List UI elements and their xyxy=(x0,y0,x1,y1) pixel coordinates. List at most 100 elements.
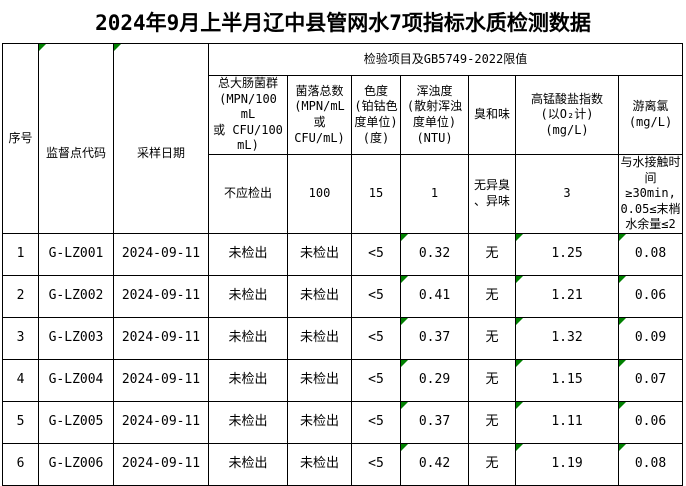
cell-odor: 无 xyxy=(468,442,516,486)
cell-sample-date: 2024-09-11 xyxy=(113,442,209,486)
cell-odor: 无 xyxy=(468,274,516,318)
cell-site-code: G-LZ004 xyxy=(38,358,114,402)
cell-free-chlorine: 0.07 xyxy=(617,358,684,402)
cell-sample-date: 2024-09-11 xyxy=(113,274,209,318)
cell-odor: 无 xyxy=(468,358,516,402)
cell-site-code: G-LZ005 xyxy=(38,400,114,444)
limit-total-coliform: 不应检出 xyxy=(208,153,288,234)
header-odor: 臭和味 xyxy=(468,75,516,155)
cell-site-code: G-LZ002 xyxy=(38,274,114,318)
flag-triangle-icon xyxy=(619,276,626,283)
table-row: 6 G-LZ006 2024-09-11 未检出 未检出 <5 0.42 无 1… xyxy=(2,442,684,486)
cell-total-coliform: 未检出 xyxy=(208,274,288,318)
cell-free-chlorine: 0.06 xyxy=(617,274,684,318)
cell-permanganate-index: 1.21 xyxy=(515,274,619,318)
cell-permanganate-value: 1.15 xyxy=(551,371,583,387)
cell-sample-date: 2024-09-11 xyxy=(113,316,209,360)
cell-chroma: <5 xyxy=(351,442,401,486)
cell-turbidity: 0.29 xyxy=(400,358,469,402)
cell-turbidity: 0.32 xyxy=(400,232,469,276)
cell-turbidity: 0.37 xyxy=(400,316,469,360)
cell-turbidity: 0.41 xyxy=(400,274,469,318)
limit-colony-count: 100 xyxy=(287,153,352,234)
cell-sample-date: 2024-09-11 xyxy=(113,358,209,402)
flag-triangle-icon xyxy=(401,234,408,241)
cell-seq: 4 xyxy=(2,358,39,402)
flag-triangle-icon xyxy=(619,402,626,409)
table-row: 4 G-LZ004 2024-09-11 未检出 未检出 <5 0.29 无 1… xyxy=(2,358,684,402)
cell-seq: 1 xyxy=(2,232,39,276)
cell-turbidity-value: 0.41 xyxy=(418,287,451,303)
cell-total-coliform: 未检出 xyxy=(208,232,288,276)
flag-triangle-icon xyxy=(39,44,46,51)
flag-triangle-icon xyxy=(516,444,523,451)
cell-colony-count: 未检出 xyxy=(287,232,352,276)
page-title: 2024年9月上半月辽中县管网水7项指标水质检测数据 xyxy=(95,10,591,35)
cell-total-coliform: 未检出 xyxy=(208,358,288,402)
cell-permanganate-index: 1.15 xyxy=(515,358,619,402)
water-quality-table: 序号 监督点代码 采样日期 检验项目及GB5749-2022限值 总大肠菌群 (… xyxy=(2,43,684,486)
cell-seq: 3 xyxy=(2,316,39,360)
cell-chlorine-value: 0.06 xyxy=(634,287,667,303)
cell-colony-count: 未检出 xyxy=(287,316,352,360)
limit-free-chlorine: 与水接触时 间≥30min, 0.05≤末梢 水余量≤2 xyxy=(617,153,684,234)
cell-turbidity: 0.37 xyxy=(400,400,469,444)
cell-sample-date: 2024-09-11 xyxy=(113,232,209,276)
header-chroma: 色度 (铂钴色 度单位) (度) xyxy=(351,75,401,155)
cell-chroma: <5 xyxy=(351,274,401,318)
header-row-group: 序号 监督点代码 采样日期 检验项目及GB5749-2022限值 xyxy=(2,43,684,234)
cell-colony-count: 未检出 xyxy=(287,358,352,402)
cell-colony-count: 未检出 xyxy=(287,442,352,486)
cell-permanganate-value: 1.11 xyxy=(551,413,583,429)
cell-turbidity-value: 0.42 xyxy=(418,455,451,471)
header-free-chlorine: 游离氯 (mg/L) xyxy=(617,75,684,155)
flag-triangle-icon xyxy=(619,444,626,451)
table-row: 2 G-LZ002 2024-09-11 未检出 未检出 <5 0.41 无 1… xyxy=(2,274,684,318)
cell-colony-count: 未检出 xyxy=(287,400,352,444)
flag-triangle-icon xyxy=(401,444,408,451)
cell-free-chlorine: 0.08 xyxy=(617,232,684,276)
flag-triangle-icon xyxy=(516,234,523,241)
flag-triangle-icon xyxy=(114,44,121,51)
header-site-code-label: 监督点代码 xyxy=(45,146,106,161)
cell-total-coliform: 未检出 xyxy=(208,316,288,360)
flag-triangle-icon xyxy=(516,318,523,325)
flag-triangle-icon xyxy=(401,318,408,325)
cell-chlorine-value: 0.08 xyxy=(634,245,667,261)
table-row: 3 G-LZ003 2024-09-11 未检出 未检出 <5 0.37 无 1… xyxy=(2,316,684,360)
cell-odor: 无 xyxy=(468,400,516,444)
cell-seq: 2 xyxy=(2,274,39,318)
cell-free-chlorine: 0.06 xyxy=(617,400,684,444)
limit-permanganate-index: 3 xyxy=(515,153,619,234)
cell-chroma: <5 xyxy=(351,316,401,360)
cell-total-coliform: 未检出 xyxy=(208,400,288,444)
cell-seq: 5 xyxy=(2,400,39,444)
cell-site-code: G-LZ006 xyxy=(38,442,114,486)
header-row-params: 总大肠菌群 (MPN/100 mL 或 CFU/100 mL) 菌落总数 (MP… xyxy=(3,75,684,155)
limit-odor: 无异臭 、异味 xyxy=(468,153,516,234)
cell-colony-count: 未检出 xyxy=(287,274,352,318)
cell-chlorine-value: 0.09 xyxy=(634,329,667,345)
cell-chlorine-value: 0.07 xyxy=(634,371,667,387)
cell-site-code: G-LZ003 xyxy=(38,316,114,360)
cell-permanganate-value: 1.21 xyxy=(551,287,583,303)
header-site-code: 监督点代码 xyxy=(38,43,114,234)
cell-free-chlorine: 0.08 xyxy=(617,442,684,486)
header-total-coliform: 总大肠菌群 (MPN/100 mL 或 CFU/100 mL) xyxy=(208,75,288,155)
flag-triangle-icon xyxy=(619,318,626,325)
flag-triangle-icon xyxy=(401,360,408,367)
cell-permanganate-value: 1.32 xyxy=(551,329,583,345)
cell-turbidity-value: 0.32 xyxy=(418,245,451,261)
cell-turbidity: 0.42 xyxy=(400,442,469,486)
header-colony-count: 菌落总数 (MPN/mL 或 CFU/mL) xyxy=(287,75,352,155)
flag-triangle-icon xyxy=(516,276,523,283)
cell-chroma: <5 xyxy=(351,358,401,402)
header-turbidity: 浑浊度 (散射浑浊 度单位) (NTU) xyxy=(400,75,469,155)
flag-triangle-icon xyxy=(516,402,523,409)
cell-permanganate-value: 1.19 xyxy=(551,455,583,471)
header-row-limits: 不应检出 100 15 1 无异臭 、异味 3 与水接触时 间≥30min, 0… xyxy=(3,153,684,234)
cell-chroma: <5 xyxy=(351,400,401,444)
cell-chlorine-value: 0.06 xyxy=(634,413,667,429)
cell-sample-date: 2024-09-11 xyxy=(113,400,209,444)
cell-turbidity-value: 0.37 xyxy=(418,413,451,429)
